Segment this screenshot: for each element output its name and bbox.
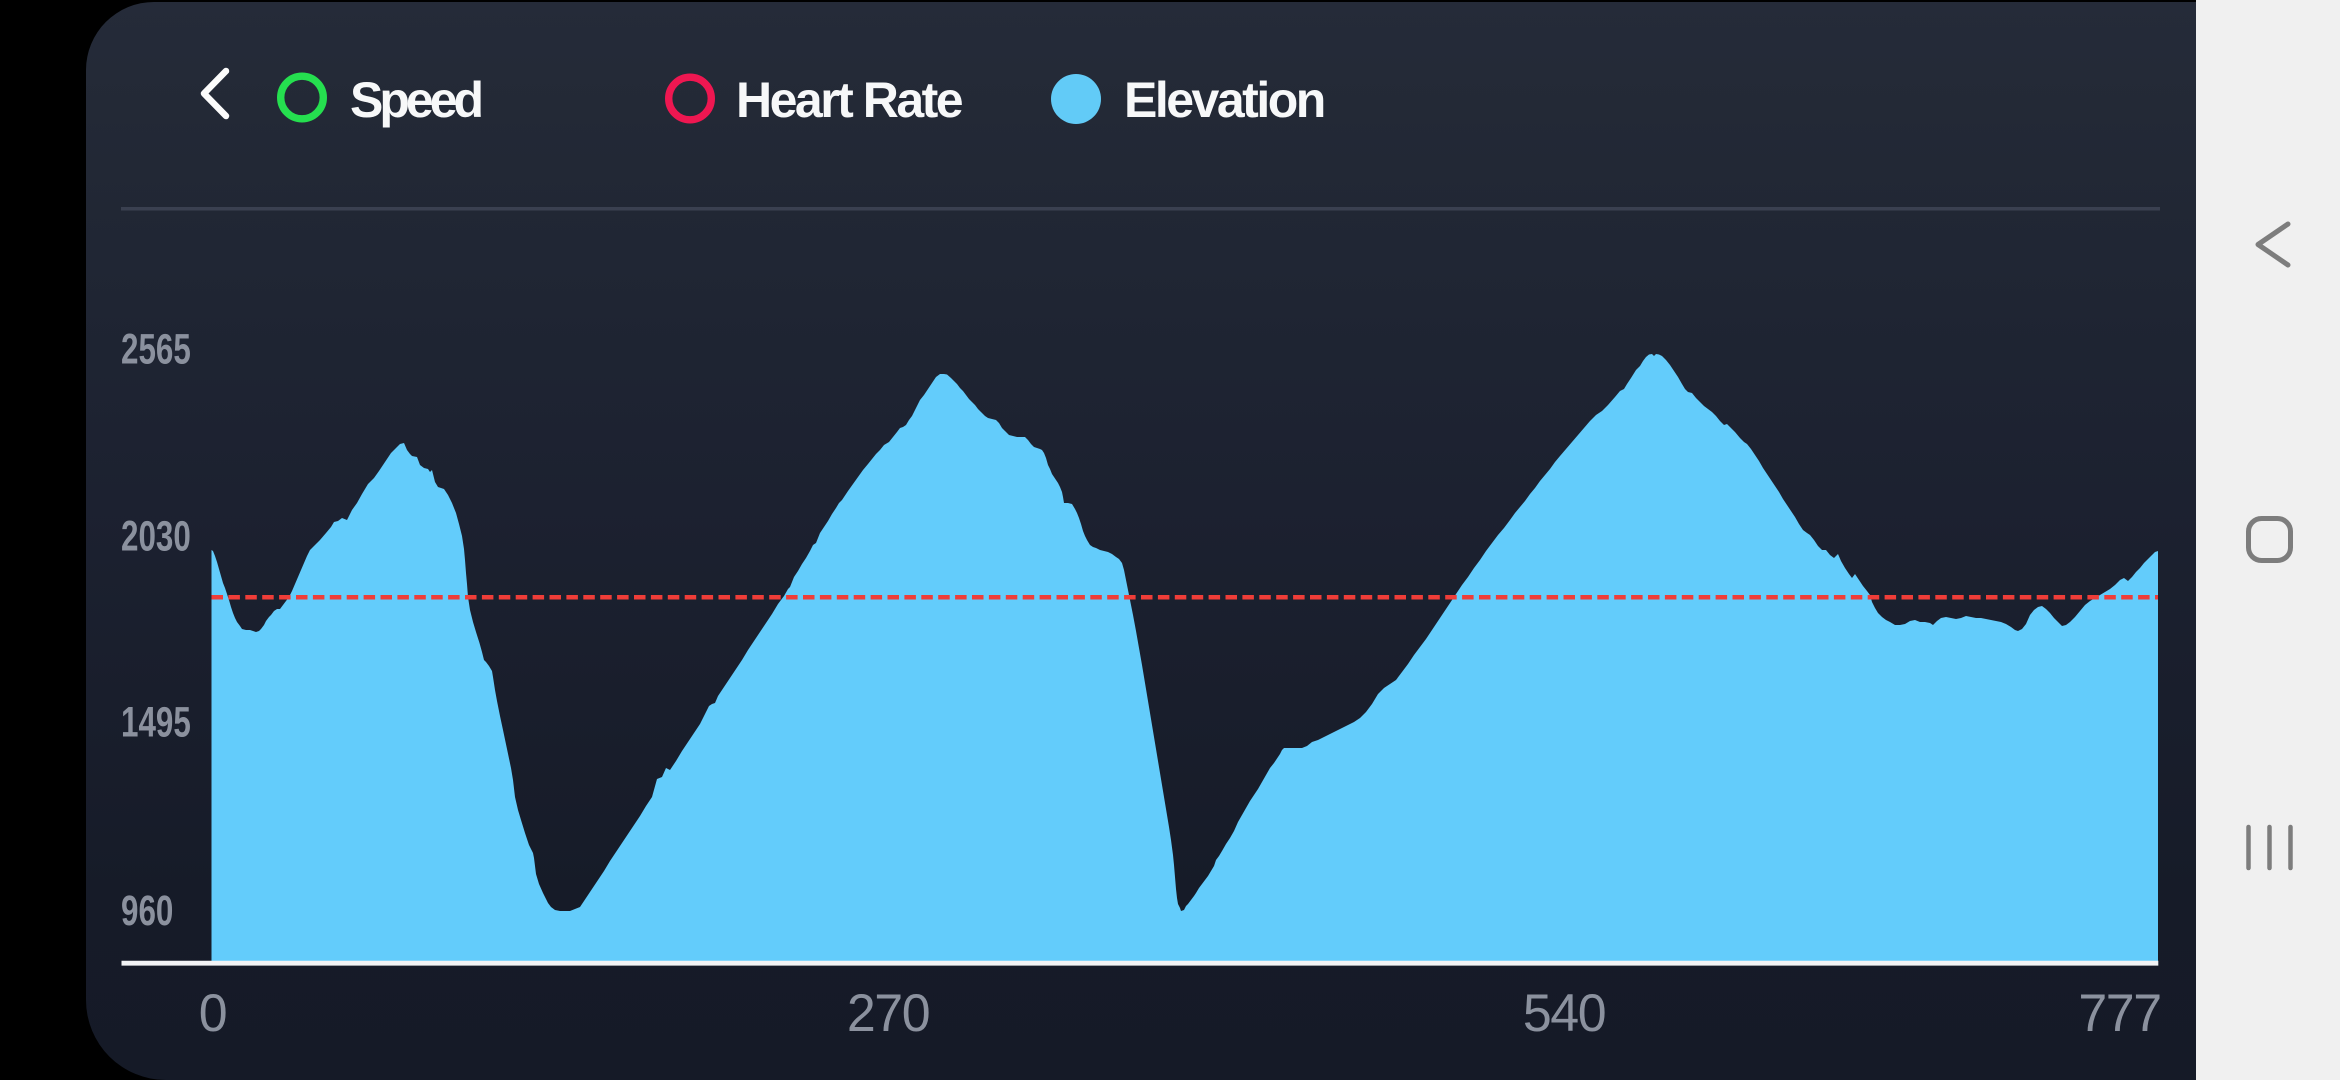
svg-text:2030: 2030 [121,512,191,560]
svg-text:2565: 2565 [121,325,191,373]
svg-text:Elevation: Elevation [1124,72,1324,128]
svg-text:Speed: Speed [350,72,482,128]
svg-text:960: 960 [121,886,173,934]
svg-text:Heart Rate: Heart Rate [736,72,963,128]
svg-text:270: 270 [847,985,930,1044]
svg-text:0: 0 [199,985,227,1044]
svg-text:777: 777 [2078,985,2160,1044]
svg-text:1495: 1495 [121,698,191,746]
svg-text:540: 540 [1523,985,1606,1044]
